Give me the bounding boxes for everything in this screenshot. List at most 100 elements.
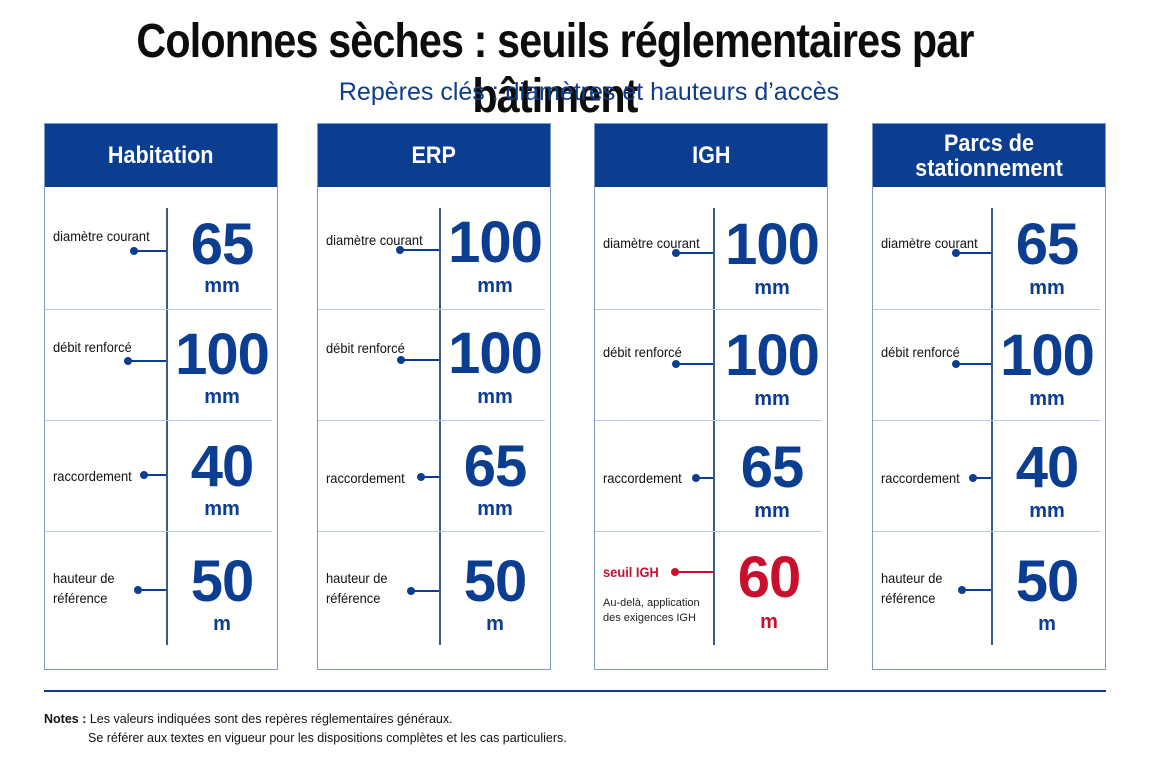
- connector-line: [401, 359, 439, 361]
- value-unit: mm: [204, 275, 240, 297]
- value-unit: mm: [477, 386, 513, 408]
- connector-line: [956, 252, 991, 254]
- value-number: 50: [1015, 549, 1080, 614]
- row-diametre-courant: diamètre courant 65 mm: [45, 199, 277, 309]
- value-unit: mm: [754, 388, 790, 410]
- value-unit: mm: [754, 277, 790, 299]
- connector-line: [676, 363, 713, 365]
- value-number: 100: [725, 323, 820, 388]
- row-diametre-courant: diamètre courant 100 mm: [595, 199, 827, 309]
- value-unit: m: [213, 613, 231, 635]
- value-number: 100: [175, 322, 270, 387]
- vertical-divider: [713, 208, 715, 645]
- row-divider: [595, 309, 822, 310]
- value-number: 65: [463, 434, 528, 499]
- row-debit-renforce: débit renforcé 100 mm: [595, 310, 827, 420]
- panel-title: ERP: [411, 142, 457, 169]
- row-debit-renforce: débit renforcé 100 mm: [318, 310, 550, 420]
- panel-parcs-stationnement: Parcs de stationnement diamètre courant …: [872, 123, 1106, 670]
- connector-line: [128, 360, 166, 362]
- value-unit: m: [486, 613, 504, 635]
- row-label: seuil IGH: [603, 564, 659, 580]
- row-hauteur-reference: hauteur de référence 50 m: [45, 532, 277, 642]
- notes-line-1: Les valeurs indiquées sont des repères r…: [89, 712, 453, 726]
- vertical-divider: [166, 208, 168, 645]
- row-raccordement: raccordement 40 mm: [45, 421, 277, 531]
- panel-header: ERP: [318, 124, 550, 187]
- panel-igh: IGH diamètre courant 100 mm débit renfor…: [594, 123, 828, 670]
- connector-line: [421, 476, 439, 478]
- page-subtitle: Repères clés : diamètres et hauteurs d’a…: [338, 78, 840, 106]
- page-title: Colonnes sèches : seuils réglementaires …: [136, 15, 974, 123]
- value-number: 65: [740, 435, 805, 500]
- connector-line: [973, 477, 991, 479]
- value-number: 40: [1015, 435, 1080, 500]
- row-divider: [873, 420, 1100, 421]
- row-label: diamètre courant: [53, 228, 150, 244]
- value-number: 100: [1000, 323, 1095, 388]
- row-divider: [45, 309, 272, 310]
- row-divider: [873, 531, 1100, 532]
- row-raccordement: raccordement 65 mm: [318, 421, 550, 531]
- row-diametre-courant: diamètre courant 100 mm: [318, 199, 550, 309]
- connector-line: [134, 250, 166, 252]
- panel-header: Parcs de stationnement: [873, 124, 1105, 187]
- row-divider: [318, 309, 545, 310]
- connector-line: [144, 474, 166, 476]
- row-label: débit renforcé: [603, 344, 682, 360]
- connector-line: [956, 363, 991, 365]
- row-debit-renforce: débit renforcé 100 mm: [45, 310, 277, 420]
- panel-title: Habitation: [108, 142, 214, 169]
- row-divider: [45, 420, 272, 421]
- row-divider: [873, 309, 1100, 310]
- panel-title: Parcs de stationnement: [915, 129, 1063, 182]
- notes-block: Notes : Les valeurs indiquées sont des r…: [44, 710, 567, 748]
- row-seuil-igh: seuil IGH Au-delà, application des exige…: [595, 532, 827, 642]
- panel-erp: ERP diamètre courant 100 mm débit renfor…: [317, 123, 551, 670]
- value-unit: mm: [204, 386, 240, 408]
- row-divider: [595, 531, 822, 532]
- value-unit: m: [760, 611, 778, 633]
- row-label: hauteur de référence: [53, 570, 115, 606]
- panel-title: IGH: [691, 142, 731, 169]
- row-debit-renforce: débit renforcé 100 mm: [873, 310, 1105, 420]
- row-label: hauteur de référence: [881, 570, 943, 606]
- panel-habitation: Habitation diamètre courant 65 mm débit …: [44, 123, 278, 670]
- connector-line: [400, 249, 439, 251]
- row-raccordement: raccordement 65 mm: [595, 421, 827, 531]
- notes-line-2: Se référer aux textes en vigueur pour le…: [88, 731, 567, 745]
- value-number: 100: [448, 321, 543, 386]
- row-label: diamètre courant: [881, 235, 978, 251]
- value-unit: mm: [1029, 500, 1065, 522]
- row-label: hauteur de référence: [326, 570, 388, 606]
- row-divider: [318, 420, 545, 421]
- value-number: 40: [190, 434, 255, 499]
- value-number: 100: [448, 210, 543, 275]
- value-unit: m: [1038, 613, 1056, 635]
- connector-line: [675, 571, 713, 573]
- value-number: 60: [737, 545, 802, 610]
- value-unit: mm: [754, 500, 790, 522]
- vertical-divider: [991, 208, 993, 645]
- value-unit: mm: [477, 498, 513, 520]
- row-label: débit renforcé: [53, 339, 132, 355]
- row-label: débit renforcé: [326, 340, 405, 356]
- notes-prefix: Notes :: [44, 712, 87, 726]
- connector-line: [962, 589, 991, 591]
- value-number: 65: [190, 212, 255, 277]
- panel-header: Habitation: [45, 124, 277, 187]
- value-unit: mm: [204, 498, 240, 520]
- row-label: raccordement: [881, 470, 960, 486]
- row-hauteur-reference: hauteur de référence 50 m: [318, 532, 550, 642]
- value-number: 100: [725, 212, 820, 277]
- connector-line: [138, 589, 166, 591]
- row-label: raccordement: [326, 470, 405, 486]
- connector-line: [411, 590, 439, 592]
- row-raccordement: raccordement 40 mm: [873, 421, 1105, 531]
- row-diametre-courant: diamètre courant 65 mm: [873, 199, 1105, 309]
- row-label: diamètre courant: [326, 232, 423, 248]
- igh-note: Au-delà, application des exigences IGH: [603, 597, 700, 624]
- connector-line: [676, 252, 713, 254]
- vertical-divider: [439, 208, 441, 645]
- row-label: raccordement: [603, 470, 682, 486]
